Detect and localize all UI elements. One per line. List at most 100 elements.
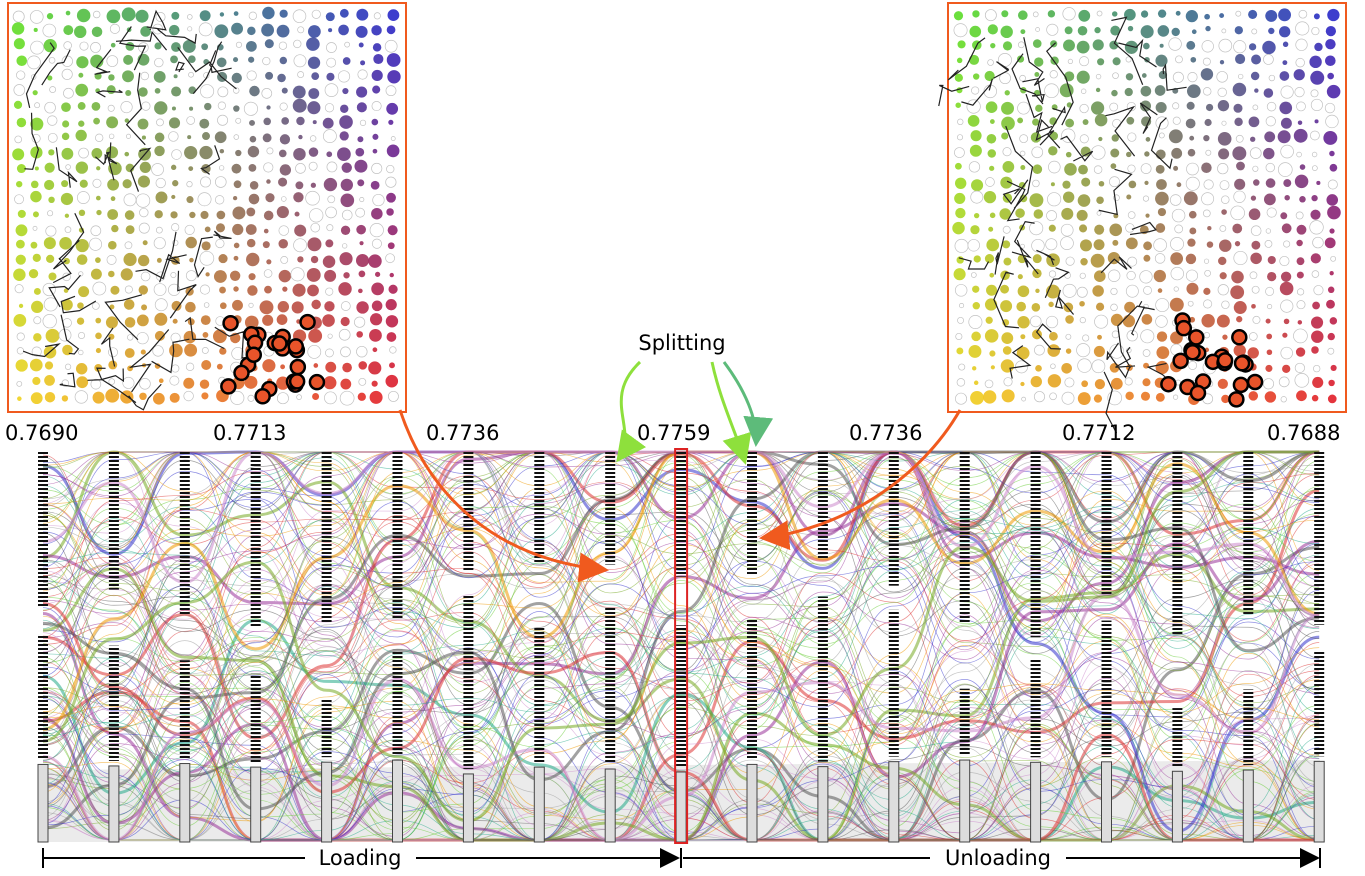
node bbox=[262, 88, 272, 98]
node bbox=[1128, 212, 1135, 219]
node bbox=[1143, 196, 1148, 201]
node bbox=[1280, 256, 1289, 265]
box bbox=[747, 764, 757, 842]
node bbox=[359, 378, 366, 385]
node bbox=[1171, 267, 1184, 280]
node bbox=[217, 58, 227, 68]
node bbox=[1141, 86, 1152, 97]
node bbox=[1222, 121, 1226, 125]
node bbox=[388, 9, 400, 21]
node bbox=[111, 43, 116, 48]
node bbox=[1328, 380, 1334, 386]
node bbox=[1003, 346, 1012, 355]
node bbox=[1188, 72, 1197, 81]
node bbox=[1001, 102, 1014, 115]
node bbox=[1111, 304, 1118, 311]
node bbox=[1253, 105, 1258, 110]
node bbox=[156, 191, 168, 203]
node bbox=[47, 116, 57, 126]
box bbox=[1031, 762, 1041, 842]
node bbox=[93, 282, 106, 295]
node bbox=[1128, 165, 1136, 173]
node bbox=[1158, 9, 1166, 17]
node bbox=[1279, 102, 1292, 115]
node bbox=[1186, 283, 1198, 295]
node bbox=[1154, 239, 1167, 252]
node bbox=[326, 207, 337, 218]
node bbox=[127, 335, 133, 341]
node bbox=[139, 208, 148, 217]
node bbox=[1020, 75, 1026, 81]
node bbox=[970, 225, 979, 234]
node bbox=[14, 101, 22, 109]
node bbox=[972, 366, 976, 370]
node bbox=[1278, 130, 1291, 143]
node bbox=[1033, 39, 1042, 48]
node bbox=[1033, 164, 1043, 174]
node bbox=[44, 237, 56, 249]
node bbox=[78, 286, 89, 297]
node bbox=[18, 210, 26, 218]
node bbox=[78, 350, 83, 355]
node bbox=[1171, 148, 1182, 159]
node bbox=[326, 73, 334, 81]
node bbox=[171, 87, 181, 97]
node bbox=[983, 390, 996, 403]
column-label: 0.7712 bbox=[1062, 421, 1135, 445]
node bbox=[1330, 271, 1334, 275]
node bbox=[62, 133, 69, 140]
node bbox=[263, 118, 271, 126]
node bbox=[1314, 13, 1320, 19]
selected-node bbox=[247, 348, 261, 362]
node bbox=[1187, 102, 1195, 110]
node bbox=[137, 332, 149, 344]
node bbox=[327, 225, 333, 231]
column-label: 0.7688 bbox=[1267, 421, 1340, 445]
node bbox=[16, 359, 28, 371]
node bbox=[291, 268, 304, 281]
node bbox=[371, 283, 384, 296]
node bbox=[390, 347, 397, 354]
selected-node bbox=[1229, 392, 1243, 406]
node bbox=[1155, 85, 1166, 96]
node bbox=[250, 136, 257, 143]
column-label: 0.7690 bbox=[5, 421, 78, 445]
node bbox=[1126, 224, 1135, 233]
arrow bbox=[618, 362, 640, 460]
node bbox=[203, 332, 209, 338]
node bbox=[1310, 71, 1324, 85]
node bbox=[281, 197, 286, 202]
node bbox=[1172, 28, 1180, 36]
node bbox=[1314, 285, 1323, 294]
node bbox=[126, 225, 135, 234]
node bbox=[249, 86, 260, 97]
node bbox=[1143, 43, 1150, 50]
node bbox=[389, 362, 395, 368]
node bbox=[1031, 132, 1041, 142]
node bbox=[311, 256, 318, 263]
node bbox=[1203, 135, 1209, 141]
node bbox=[1251, 196, 1256, 201]
node bbox=[1190, 57, 1196, 63]
node bbox=[1218, 132, 1232, 146]
node bbox=[1035, 365, 1042, 372]
node bbox=[1294, 129, 1308, 143]
node bbox=[373, 347, 378, 352]
node bbox=[357, 136, 363, 142]
node bbox=[1112, 240, 1118, 246]
node bbox=[1312, 271, 1319, 278]
node bbox=[278, 239, 288, 249]
node bbox=[171, 195, 175, 199]
node bbox=[372, 101, 381, 110]
node bbox=[1329, 151, 1334, 156]
selected-node bbox=[1234, 378, 1248, 392]
node bbox=[184, 391, 194, 401]
node bbox=[1125, 378, 1132, 385]
tick-stack bbox=[180, 660, 190, 758]
node bbox=[1064, 163, 1077, 176]
node bbox=[1327, 9, 1339, 21]
node bbox=[1001, 332, 1013, 344]
node bbox=[1000, 285, 1009, 294]
node bbox=[1201, 193, 1213, 205]
box bbox=[109, 766, 119, 842]
